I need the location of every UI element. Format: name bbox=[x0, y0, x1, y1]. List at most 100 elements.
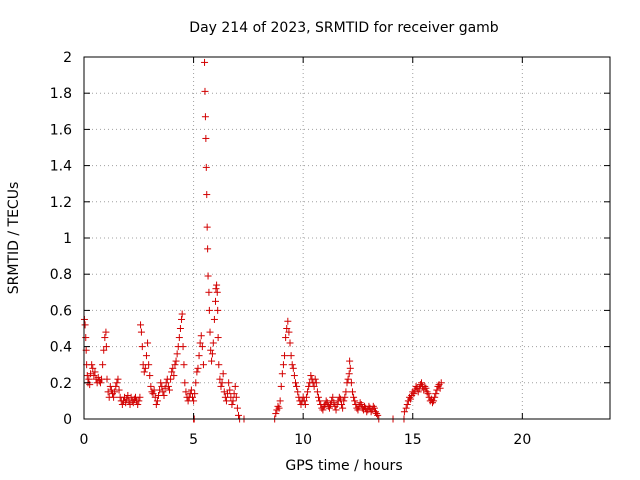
y-tick-label: 1.6 bbox=[50, 122, 72, 138]
data-point bbox=[205, 288, 213, 296]
data-point bbox=[94, 373, 102, 381]
data-point bbox=[89, 364, 97, 372]
data-point bbox=[231, 382, 239, 390]
data-point bbox=[129, 399, 137, 407]
data-point bbox=[175, 334, 183, 342]
data-point bbox=[422, 384, 430, 392]
data-point bbox=[370, 404, 378, 412]
data-point bbox=[212, 285, 220, 293]
plot-frame bbox=[83, 56, 611, 420]
data-point bbox=[346, 357, 354, 365]
data-point bbox=[291, 379, 299, 387]
data-point bbox=[412, 382, 420, 390]
axis-ticks bbox=[83, 56, 610, 420]
data-point bbox=[220, 388, 228, 396]
data-point bbox=[301, 401, 309, 409]
data-point bbox=[344, 375, 352, 383]
data-point bbox=[310, 382, 318, 390]
data-point bbox=[274, 402, 282, 410]
x-axis-label: GPS time / hours bbox=[285, 458, 402, 474]
data-point bbox=[213, 288, 221, 296]
data-point bbox=[199, 361, 207, 369]
data-point bbox=[85, 375, 93, 383]
data-point bbox=[146, 372, 154, 380]
data-point bbox=[327, 401, 335, 409]
data-point bbox=[215, 361, 223, 369]
data-point bbox=[138, 343, 146, 351]
data-point bbox=[233, 404, 241, 412]
y-tick-label: 0.2 bbox=[50, 376, 72, 392]
data-point bbox=[282, 334, 290, 342]
data-point bbox=[410, 390, 418, 398]
data-point bbox=[217, 382, 225, 390]
data-point bbox=[356, 399, 364, 407]
x-tick-label: 15 bbox=[404, 432, 422, 448]
data-point bbox=[275, 404, 283, 412]
data-point bbox=[204, 272, 212, 280]
data-point bbox=[156, 386, 164, 394]
data-point bbox=[414, 388, 422, 396]
data-point bbox=[162, 379, 170, 387]
chart-title: Day 214 of 2023, SRMTID for receiver gam… bbox=[189, 20, 499, 36]
data-point bbox=[202, 134, 210, 142]
data-point bbox=[216, 375, 224, 383]
data-point bbox=[165, 386, 173, 394]
data-point bbox=[402, 404, 410, 412]
data-point bbox=[433, 386, 441, 394]
data-point bbox=[207, 346, 215, 354]
data-point bbox=[403, 401, 411, 409]
data-point bbox=[342, 388, 350, 396]
data-point bbox=[285, 328, 293, 336]
data-point bbox=[281, 352, 289, 360]
data-point bbox=[323, 399, 331, 407]
data-point bbox=[145, 361, 153, 369]
y-tick-label: 0 bbox=[63, 412, 72, 428]
data-point bbox=[373, 410, 381, 418]
data-point bbox=[294, 388, 302, 396]
data-point bbox=[167, 375, 175, 383]
y-tick-label: 0.6 bbox=[50, 303, 72, 319]
data-point bbox=[124, 391, 132, 399]
data-point bbox=[82, 334, 90, 342]
data-point bbox=[122, 399, 130, 407]
data-point bbox=[319, 406, 327, 414]
data-point bbox=[290, 372, 298, 380]
data-point bbox=[113, 379, 121, 387]
gridlines bbox=[84, 57, 610, 419]
data-point bbox=[137, 328, 145, 336]
data-point bbox=[201, 113, 209, 121]
data-point bbox=[226, 386, 234, 394]
data-point bbox=[100, 346, 108, 354]
data-point bbox=[110, 393, 118, 401]
data-point bbox=[173, 350, 181, 358]
data-point bbox=[315, 393, 323, 401]
data-point bbox=[205, 306, 213, 314]
data-point bbox=[330, 399, 338, 407]
data-point bbox=[351, 397, 359, 405]
data-point bbox=[96, 379, 104, 387]
data-point bbox=[235, 411, 243, 419]
data-point bbox=[115, 386, 123, 394]
data-point bbox=[302, 393, 310, 401]
x-tick-labels: 0 5 10 15 20 bbox=[80, 432, 532, 448]
data-point bbox=[197, 332, 205, 340]
data-point bbox=[86, 381, 94, 389]
data-point bbox=[300, 397, 308, 405]
data-point bbox=[341, 393, 349, 401]
data-point bbox=[172, 357, 180, 365]
y-tick-label: 1.8 bbox=[50, 86, 72, 102]
data-point bbox=[213, 281, 221, 289]
data-point bbox=[374, 411, 382, 419]
x-tick-label: 20 bbox=[513, 432, 531, 448]
data-point bbox=[134, 401, 142, 409]
data-point bbox=[209, 339, 217, 347]
data-point bbox=[194, 364, 202, 372]
data-point bbox=[203, 223, 211, 231]
data-point bbox=[293, 382, 301, 390]
data-point bbox=[81, 321, 89, 329]
data-point bbox=[142, 352, 150, 360]
data-point bbox=[102, 328, 110, 336]
data-point bbox=[332, 406, 340, 414]
data-point bbox=[286, 339, 294, 347]
data-point bbox=[111, 388, 119, 396]
